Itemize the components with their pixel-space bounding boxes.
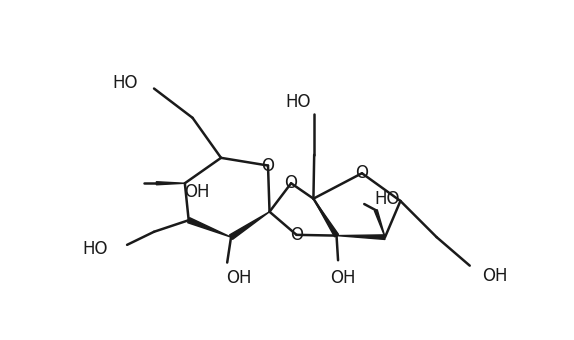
Text: OH: OH — [184, 184, 209, 202]
Polygon shape — [313, 199, 339, 237]
Polygon shape — [336, 235, 385, 239]
Text: O: O — [285, 174, 297, 192]
Text: HO: HO — [285, 94, 311, 112]
Polygon shape — [374, 210, 385, 237]
Text: HO: HO — [82, 240, 107, 258]
Text: OH: OH — [482, 267, 508, 285]
Text: O: O — [355, 164, 369, 182]
Text: OH: OH — [226, 269, 251, 287]
Polygon shape — [188, 218, 231, 237]
Polygon shape — [230, 212, 270, 239]
Text: OH: OH — [330, 269, 355, 287]
Polygon shape — [156, 182, 185, 185]
Text: O: O — [290, 226, 303, 244]
Text: HO: HO — [113, 74, 138, 92]
Text: HO: HO — [375, 190, 400, 208]
Text: O: O — [262, 156, 274, 174]
